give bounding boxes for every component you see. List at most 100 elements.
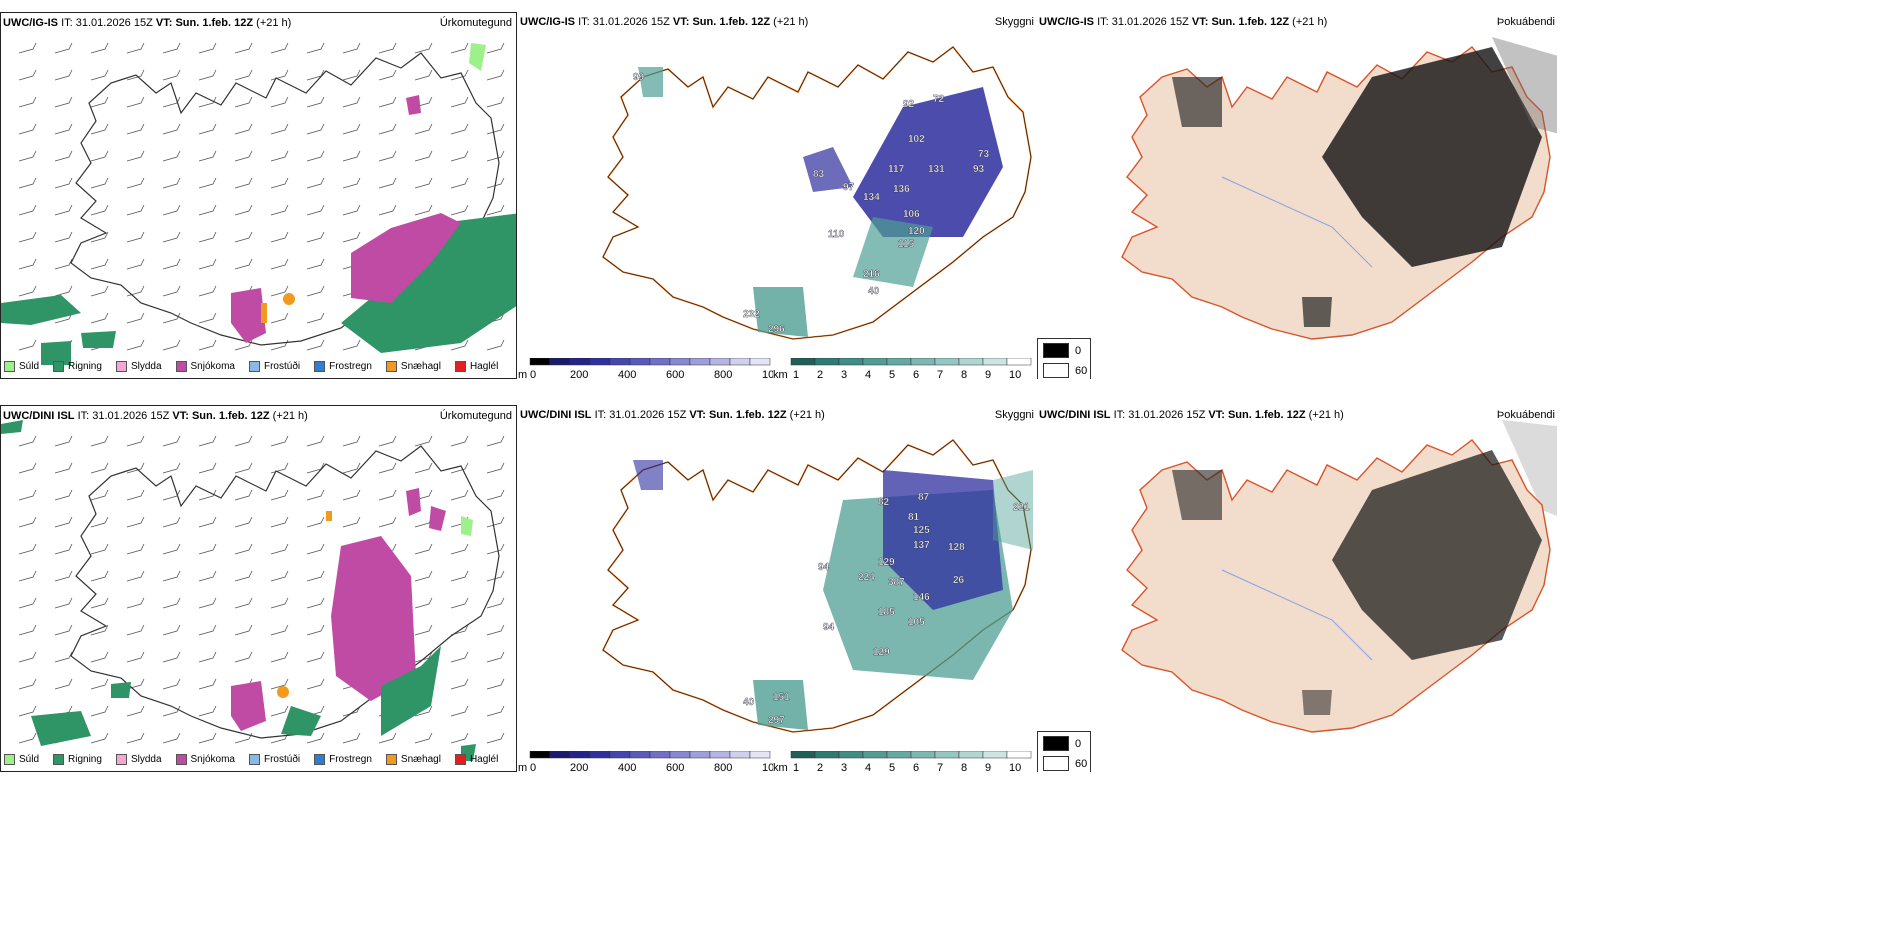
legend-swatch bbox=[4, 753, 15, 765]
wind-barb bbox=[486, 177, 505, 189]
cloud-base-label: 134 bbox=[863, 192, 880, 203]
wind-barb bbox=[90, 570, 109, 582]
cloud-colorbar-cell bbox=[729, 357, 751, 366]
legend-swatch bbox=[53, 753, 65, 765]
wind-barb bbox=[234, 651, 253, 663]
wind-barb bbox=[18, 69, 37, 81]
cloud-colorbar-cell bbox=[529, 357, 551, 366]
wind-barb bbox=[18, 624, 37, 636]
wind-barb bbox=[450, 570, 469, 582]
wind-barb bbox=[126, 285, 145, 297]
wind-barb bbox=[90, 231, 109, 243]
cloud-scale-tick: 800 bbox=[714, 369, 732, 379]
wind-barb bbox=[486, 150, 505, 162]
cloud-colorbar-cell bbox=[749, 357, 771, 366]
wind-barb bbox=[270, 258, 289, 270]
wind-barb bbox=[18, 570, 37, 582]
wind-barb bbox=[486, 96, 505, 108]
wind-barb bbox=[90, 285, 109, 297]
parameter-title: Skyggni bbox=[994, 16, 1034, 28]
wind-barb bbox=[270, 597, 289, 609]
cloud-base-label: 120 bbox=[908, 226, 925, 237]
legend-item: Frostúði bbox=[248, 753, 300, 765]
wind-barb bbox=[198, 624, 217, 636]
wind-barb bbox=[450, 651, 469, 663]
wind-barb bbox=[54, 651, 73, 663]
wind-barb bbox=[270, 204, 289, 216]
wind-barb bbox=[54, 69, 73, 81]
visibility-scale: km 1 2 3 4 5 6 7 8 9 10 bbox=[773, 750, 1035, 772]
wind-barb bbox=[234, 96, 253, 108]
cloud-colorbar-cell bbox=[609, 357, 631, 366]
wind-barb bbox=[162, 732, 181, 744]
wind-barb bbox=[198, 258, 217, 270]
wind-barb bbox=[54, 597, 73, 609]
wind-barb bbox=[486, 678, 505, 690]
wind-barb bbox=[162, 177, 181, 189]
wind-barb bbox=[486, 69, 505, 81]
cloud-base-label: 94 bbox=[818, 562, 830, 573]
cloud-base-label: 131 bbox=[928, 164, 945, 175]
visibility-colorbar-cell bbox=[1006, 750, 1032, 759]
fog-panel-row2: Þokuábendi UWC/DINI ISL IT: 31.01.2026 1… bbox=[1037, 405, 1557, 772]
wind-barb bbox=[306, 96, 325, 108]
cloud-colorbar-cell bbox=[589, 357, 611, 366]
wind-barb bbox=[306, 312, 325, 324]
visibility-colorbar-cell bbox=[790, 750, 816, 759]
wind-barb bbox=[342, 489, 361, 501]
wind-barb bbox=[486, 204, 505, 216]
panel-title: UWC/DINI ISL IT: 31.01.2026 15Z VT: Sun.… bbox=[520, 409, 825, 421]
wind-barb bbox=[90, 42, 109, 54]
wind-barb bbox=[306, 651, 325, 663]
wind-barb bbox=[234, 543, 253, 555]
wind-barb bbox=[306, 624, 325, 636]
cloud-base-label: 92 bbox=[903, 99, 915, 110]
wind-barb bbox=[450, 624, 469, 636]
wind-barb bbox=[342, 123, 361, 135]
visibility-scale-tick: 9 bbox=[985, 762, 991, 772]
visibility-colorbar-cell bbox=[814, 357, 840, 366]
wind-barb bbox=[378, 462, 397, 474]
visibility-colorbar-cell bbox=[886, 357, 912, 366]
wind-barb bbox=[54, 96, 73, 108]
wind-barb bbox=[198, 123, 217, 135]
wind-barb bbox=[486, 339, 505, 351]
fog-panel-row1: Þokuábendi UWC/IG-IS IT: 31.01.2026 15Z … bbox=[1037, 12, 1557, 379]
visibility-scale-tick: 1 bbox=[793, 369, 799, 379]
wind-barb bbox=[162, 705, 181, 717]
wind-barb bbox=[306, 42, 325, 54]
wind-barb bbox=[54, 678, 73, 690]
wind-barb bbox=[450, 597, 469, 609]
wind-barb bbox=[90, 489, 109, 501]
wind-barb bbox=[270, 177, 289, 189]
wind-barb bbox=[270, 624, 289, 636]
visibility-colorbar-cell bbox=[982, 750, 1008, 759]
wind-barb bbox=[90, 123, 109, 135]
wind-barb bbox=[270, 150, 289, 162]
cloud-base-label: 93 bbox=[973, 164, 985, 175]
cloud-colorbar-cell bbox=[649, 750, 671, 759]
wind-barb bbox=[90, 150, 109, 162]
snow-areas bbox=[231, 488, 446, 731]
cloud-base-label: 117 bbox=[888, 164, 905, 175]
legend-swatch bbox=[175, 360, 187, 372]
wind-barb bbox=[162, 150, 181, 162]
visibility-scale-unit: km bbox=[773, 369, 788, 379]
panel-title: UWC/IG-IS IT: 31.01.2026 15Z VT: Sun. 1.… bbox=[3, 17, 292, 29]
cloud-base-label: 125 bbox=[913, 525, 930, 536]
wind-barb bbox=[450, 150, 469, 162]
wind-barb bbox=[18, 462, 37, 474]
cloud-colorbar-cell bbox=[629, 357, 651, 366]
wind-barb bbox=[414, 570, 433, 582]
cloud-colorbar-cell bbox=[689, 357, 711, 366]
cloud-colorbar-cell bbox=[669, 750, 691, 759]
visibility-scale-unit: km bbox=[773, 762, 788, 772]
wind-barb bbox=[306, 489, 325, 501]
legend-item: Frostúði bbox=[248, 360, 300, 372]
wind-barb bbox=[198, 339, 217, 351]
wind-barb bbox=[270, 69, 289, 81]
legend-label: Rigning bbox=[68, 360, 102, 372]
visibility-scale-tick: 2 bbox=[817, 369, 823, 379]
wind-barb bbox=[198, 570, 217, 582]
wind-barb bbox=[414, 705, 433, 717]
